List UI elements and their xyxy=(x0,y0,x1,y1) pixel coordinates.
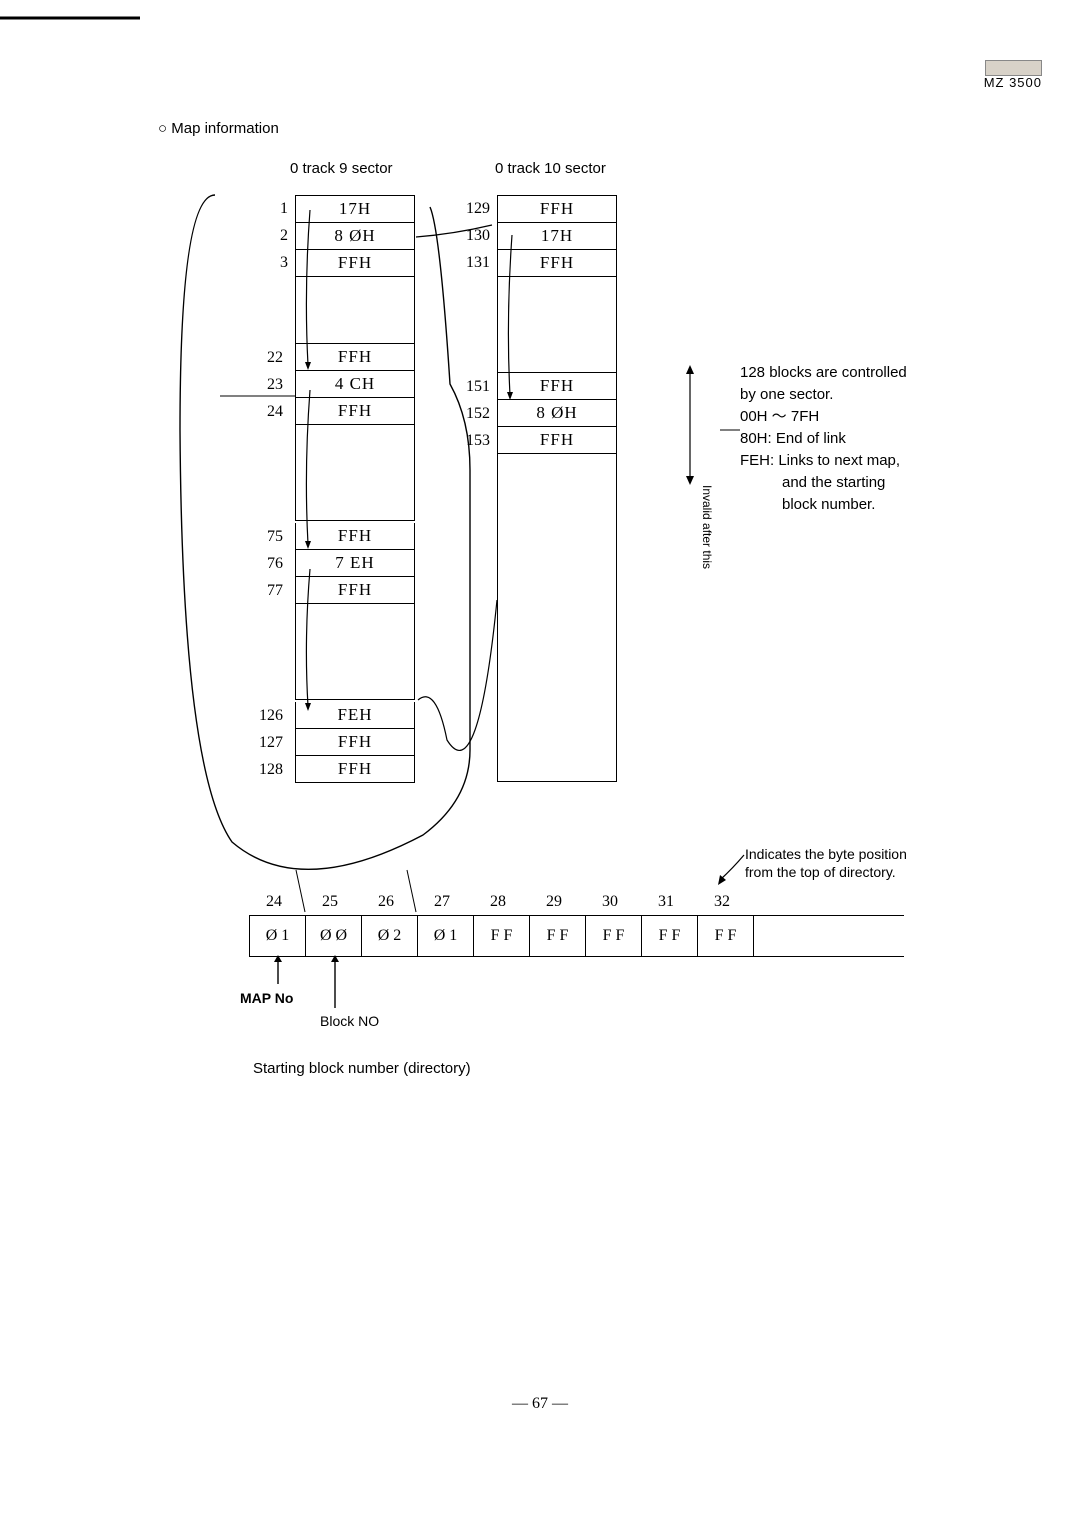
doc-stamp: MZ 3500 xyxy=(984,75,1042,90)
section-heading: ○ Map information xyxy=(158,120,279,137)
sector9-values-g0: 17H 8 ØH FFH xyxy=(295,195,415,344)
page-number: — 67 — xyxy=(0,1395,1080,1413)
block-no-label: Block NO xyxy=(320,1013,379,1029)
sector10-title: 0 track 10 sector xyxy=(495,160,606,177)
sector9-index-g3: 126127128 xyxy=(248,702,283,783)
table-cell: Ø 1 xyxy=(249,915,306,957)
sector9-title: 0 track 9 sector xyxy=(290,160,393,177)
map-no-label: MAP No xyxy=(240,990,293,1006)
bullet: ○ xyxy=(158,120,167,137)
table-cell: F F xyxy=(698,915,754,957)
stamp-box xyxy=(985,60,1042,76)
sector10-index-g0: 129130131 xyxy=(455,195,490,276)
table-cell: F F xyxy=(642,915,698,957)
sector9-values-g2: FFH 7 EH FFH xyxy=(295,523,415,700)
byte-table-header: 24 25 26 27 28 29 30 31 32 xyxy=(246,893,750,911)
sector9-values-g3: FEH FFH FFH xyxy=(295,702,415,783)
table-cell: Ø 2 xyxy=(362,915,418,957)
byte-position-note: Indicates the byte position from the top… xyxy=(745,845,907,881)
notes-block: 128 blocks are controlled by one sector.… xyxy=(740,362,907,516)
sector9-index-g2: 757677 xyxy=(255,523,283,604)
byte-table: Ø 1 Ø Ø Ø 2 Ø 1 F F F F F F F F F F xyxy=(249,915,904,957)
table-cell: F F xyxy=(586,915,642,957)
caption: Starting block number (directory) xyxy=(253,1060,471,1077)
table-cell: F F xyxy=(530,915,586,957)
sector9-index-g1: 222324 xyxy=(255,344,283,425)
sector9-index-g0: 123 xyxy=(260,195,288,276)
sector10-values-g1: FFH 8 ØH FFH xyxy=(497,373,617,782)
sector9-values-g1: FFH 4 CH FFH xyxy=(295,344,415,521)
invalid-label: Invalid after this xyxy=(700,485,714,569)
table-cell: F F xyxy=(474,915,530,957)
table-cell: Ø Ø xyxy=(306,915,362,957)
table-cell: Ø 1 xyxy=(418,915,474,957)
sector10-values-g0: FFH 17H FFH xyxy=(497,195,617,373)
sector10-index-g1: 151152153 xyxy=(455,373,490,454)
heading-text: Map information xyxy=(171,120,279,137)
